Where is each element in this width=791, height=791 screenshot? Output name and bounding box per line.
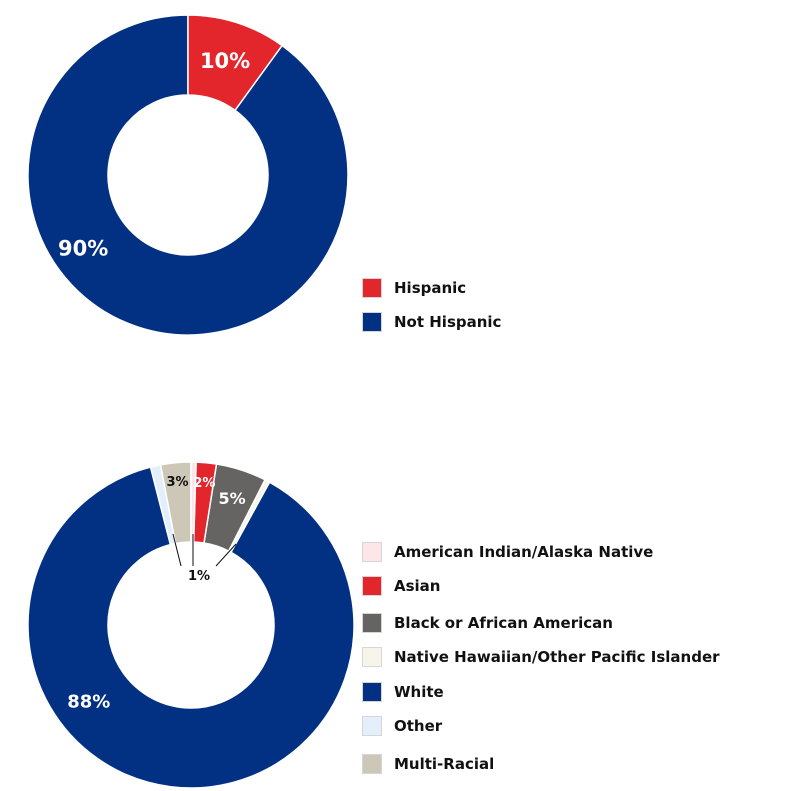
legend-swatch <box>362 716 382 736</box>
data-label-not-hispanic: 90% <box>58 236 108 260</box>
donut-slice-black-or-african-american <box>203 463 267 553</box>
legend-label: American Indian/Alaska Native <box>394 543 654 561</box>
donut-slice-hispanic <box>187 14 284 112</box>
legend-item-native-hawaiian-other-pacific-islander: Native Hawaiian/Other Pacific Islander <box>362 646 720 668</box>
legend-item-other: Other <box>362 715 442 737</box>
donut-slice-white <box>27 466 355 789</box>
donut-slice-not-hispanic <box>27 14 349 336</box>
data-label-asian: 2% <box>193 476 215 491</box>
legend-item-multi-racial: Multi-Racial <box>362 753 494 775</box>
legend-swatch <box>362 312 382 332</box>
legend-item-american-indian-alaska-native: American Indian/Alaska Native <box>362 541 653 563</box>
legend-swatch <box>362 278 382 298</box>
donut-slice-asian <box>192 461 218 544</box>
legend-label: Hispanic <box>394 279 467 297</box>
ethnicity-donut-chart: 10% 90% <box>27 14 349 336</box>
legend-item-not-hispanic: Not Hispanic <box>362 311 501 333</box>
legend-label: Multi-Racial <box>394 755 495 773</box>
small-slice-leader-line <box>172 533 182 567</box>
legend-swatch <box>362 576 382 596</box>
legend-item-black-or-african-american: Black or African American <box>362 612 613 634</box>
legend-swatch <box>362 682 382 702</box>
legend-swatch <box>362 754 382 774</box>
legend-item-asian: Asian <box>362 575 440 597</box>
legend-label: Not Hispanic <box>394 313 502 331</box>
legend-label: Other <box>394 717 443 735</box>
data-label-hispanic: 10% <box>200 49 250 73</box>
legend-item-white: White <box>362 681 444 703</box>
legend-label: White <box>394 683 444 701</box>
donut-slice-american-indian-alaska-native <box>190 461 197 543</box>
legend-swatch <box>362 613 382 633</box>
small-slice-leader-line <box>215 543 237 567</box>
legend-label: Asian <box>394 577 441 595</box>
race-donut-chart: 1% 2% 5% 88% 3% <box>27 461 355 789</box>
legend-item-hispanic: Hispanic <box>362 277 466 299</box>
data-label-black-or-african-american: 5% <box>219 489 246 508</box>
legend-label: Black or African American <box>394 614 613 632</box>
race-legend: American Indian/Alaska Native Asian Black … <box>362 541 782 781</box>
legend-swatch <box>362 542 382 562</box>
ethnicity-legend: Hispanic Not Hispanic <box>362 277 582 347</box>
small-slices-data-label: 1% <box>188 569 210 584</box>
legend-swatch <box>362 647 382 667</box>
data-label-white: 88% <box>67 692 110 713</box>
legend-label: Native Hawaiian/Other Pacific Islander <box>394 648 720 666</box>
data-label-multi-racial: 3% <box>167 475 189 490</box>
